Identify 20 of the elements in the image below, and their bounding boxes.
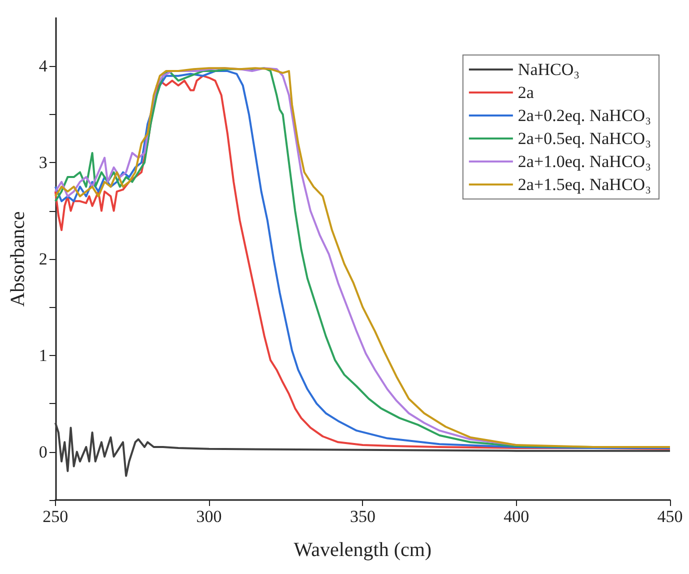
- line-series: [54, 422, 671, 477]
- x-tick-label: 400: [504, 507, 530, 526]
- legend-label: NaHCO₃: [518, 60, 580, 79]
- legend-label: 2a+1.0eq. NaHCO₃: [518, 152, 652, 171]
- y-tick-label: 1: [38, 346, 48, 365]
- y-tick-label: 3: [38, 153, 48, 172]
- x-tick-label: 300: [196, 507, 222, 526]
- legend-label: 2a+1.5eq. NaHCO₃: [518, 175, 652, 194]
- x-tick-label: 450: [657, 507, 683, 526]
- legend-label: 2a+0.5eq. NaHCO₃: [518, 129, 652, 148]
- y-tick-label: 0: [38, 442, 48, 462]
- legend-label: 2a: [518, 83, 534, 102]
- line-series: [54, 67, 518, 446]
- y-tick-label: 4: [38, 56, 48, 76]
- y-tick-label: 2: [38, 250, 48, 268]
- x-axis-title: Wavelength (cm): [294, 539, 432, 561]
- legend-label: 2a+0.2eq. NaHCO₃: [518, 106, 652, 125]
- x-tick-label: 250: [42, 507, 68, 526]
- y-axis-title: Absorbance: [7, 211, 29, 307]
- x-tick-label: 350: [350, 507, 376, 526]
